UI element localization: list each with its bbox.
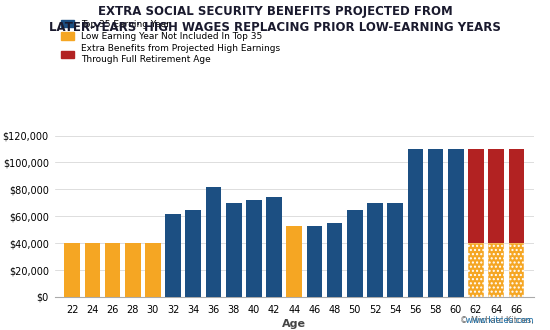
Bar — [367, 203, 383, 297]
Bar — [185, 210, 201, 297]
Bar — [327, 223, 343, 297]
Text: www.kitces.com: www.kitces.com — [408, 316, 534, 325]
Bar — [166, 214, 181, 297]
Bar — [509, 149, 524, 243]
Bar — [509, 243, 524, 297]
Bar — [468, 149, 484, 243]
Bar — [64, 243, 80, 297]
Bar — [145, 243, 161, 297]
Text: EXTRA SOCIAL SECURITY BENEFITS PROJECTED FROM: EXTRA SOCIAL SECURITY BENEFITS PROJECTED… — [98, 5, 452, 18]
Bar — [104, 243, 120, 297]
Bar — [468, 243, 484, 297]
Bar — [509, 243, 524, 297]
X-axis label: Age: Age — [282, 319, 306, 329]
Bar — [246, 200, 262, 297]
Bar — [488, 243, 504, 297]
Bar — [226, 203, 241, 297]
Text: LATER-YEARS' HIGH WAGES REPLACING PRIOR LOW-EARNING YEARS: LATER-YEARS' HIGH WAGES REPLACING PRIOR … — [49, 21, 501, 34]
Bar — [387, 203, 403, 297]
Bar — [468, 243, 484, 297]
Bar — [287, 226, 302, 297]
Bar — [125, 243, 141, 297]
Bar — [347, 210, 362, 297]
Bar — [488, 243, 504, 297]
Bar — [428, 149, 443, 297]
Text: © Michael Kitces,: © Michael Kitces, — [460, 316, 534, 325]
Bar — [85, 243, 100, 297]
Legend: Top 35 Earning Year, Low Earning Year Not Included In Top 35, Extra Benefits fro: Top 35 Earning Year, Low Earning Year No… — [59, 18, 282, 66]
Bar — [206, 187, 221, 297]
Bar — [488, 149, 504, 243]
Bar — [266, 197, 282, 297]
Bar — [306, 226, 322, 297]
Bar — [408, 149, 423, 297]
Bar — [448, 149, 464, 297]
